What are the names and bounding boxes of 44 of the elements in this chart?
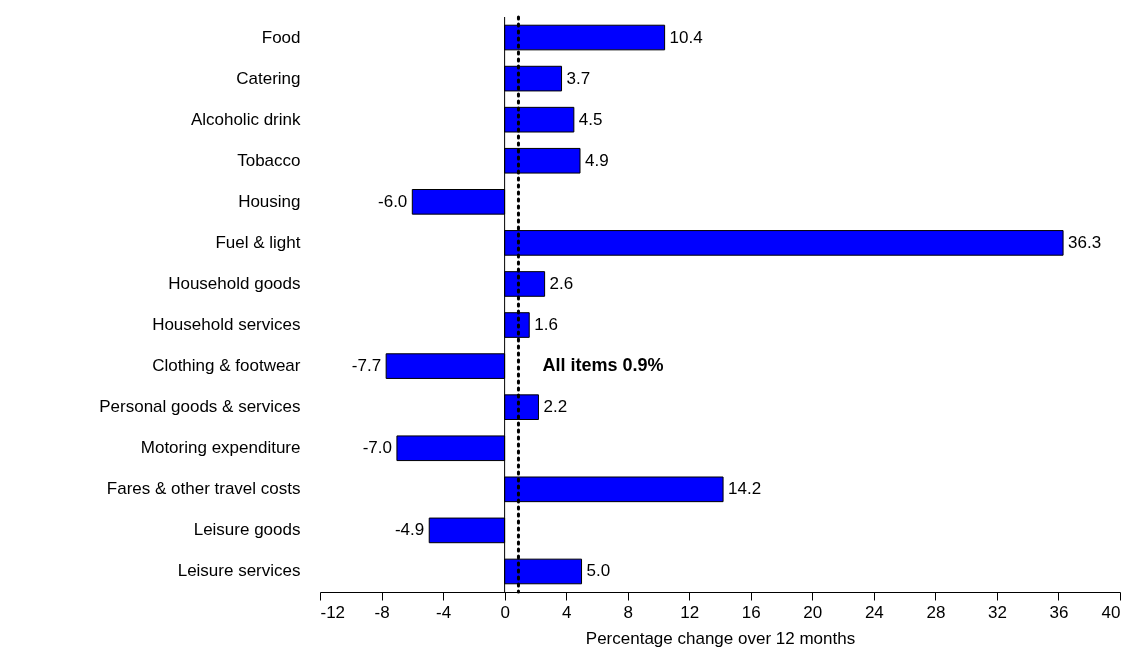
x-axis-title: Percentage change over 12 months <box>585 628 856 648</box>
x-tick-label: -8 <box>374 602 390 622</box>
data-label: 14.2 <box>728 479 762 499</box>
x-tick-label: 4 <box>561 602 572 622</box>
x-tick-label: 36 <box>1049 602 1069 622</box>
y-tick-label: Motoring expenditure <box>140 438 301 458</box>
data-label: 4.5 <box>578 109 603 129</box>
y-tick-label: Leisure services <box>177 561 301 581</box>
y-tick-label: Household services <box>152 315 301 335</box>
x-tick-label: 32 <box>987 602 1007 622</box>
data-label: -6.0 <box>378 191 408 211</box>
data-label: -4.9 <box>394 520 425 540</box>
x-tick-label: 28 <box>926 602 946 622</box>
data-label: -7.0 <box>362 438 392 458</box>
y-tick-label: Fuel & light <box>215 232 301 252</box>
data-label: 3.7 <box>566 68 591 88</box>
y-tick-label: Clothing & footwear <box>152 356 301 376</box>
y-tick-label: Personal goods & services <box>99 397 301 417</box>
x-tick-label: 12 <box>680 602 700 622</box>
y-tick-label: Tobacco <box>237 150 301 170</box>
x-tick-label: -12 <box>320 602 346 622</box>
y-tick-label: Leisure goods <box>193 520 301 540</box>
x-tick-label: -4 <box>436 602 452 622</box>
x-tick-label: 16 <box>741 602 761 622</box>
x-tick-label: 20 <box>803 602 823 622</box>
data-label: 4.9 <box>585 150 609 170</box>
x-tick-label: 0 <box>500 602 510 622</box>
y-tick-label: Food <box>261 27 301 47</box>
y-tick-label: Catering <box>236 68 301 88</box>
annotation: All items 0.9% <box>542 355 664 376</box>
data-label: 2.2 <box>543 397 568 417</box>
data-label: -7.7 <box>351 356 382 376</box>
data-label: 1.6 <box>534 315 558 335</box>
y-tick-label: Fares & other travel costs <box>106 479 301 499</box>
data-label: 36.3 <box>1068 232 1102 252</box>
data-label: 10.4 <box>669 27 703 47</box>
x-tick-label: 40 <box>1101 602 1121 622</box>
data-label: 2.6 <box>549 273 574 293</box>
y-tick-label: Housing <box>238 191 301 211</box>
data-label: 5.0 <box>586 561 611 581</box>
x-tick-label: 24 <box>864 602 884 622</box>
x-tick-label: 8 <box>623 602 633 622</box>
y-tick-label: Alcoholic drink <box>190 109 301 129</box>
y-tick-label: Household goods <box>168 273 301 293</box>
